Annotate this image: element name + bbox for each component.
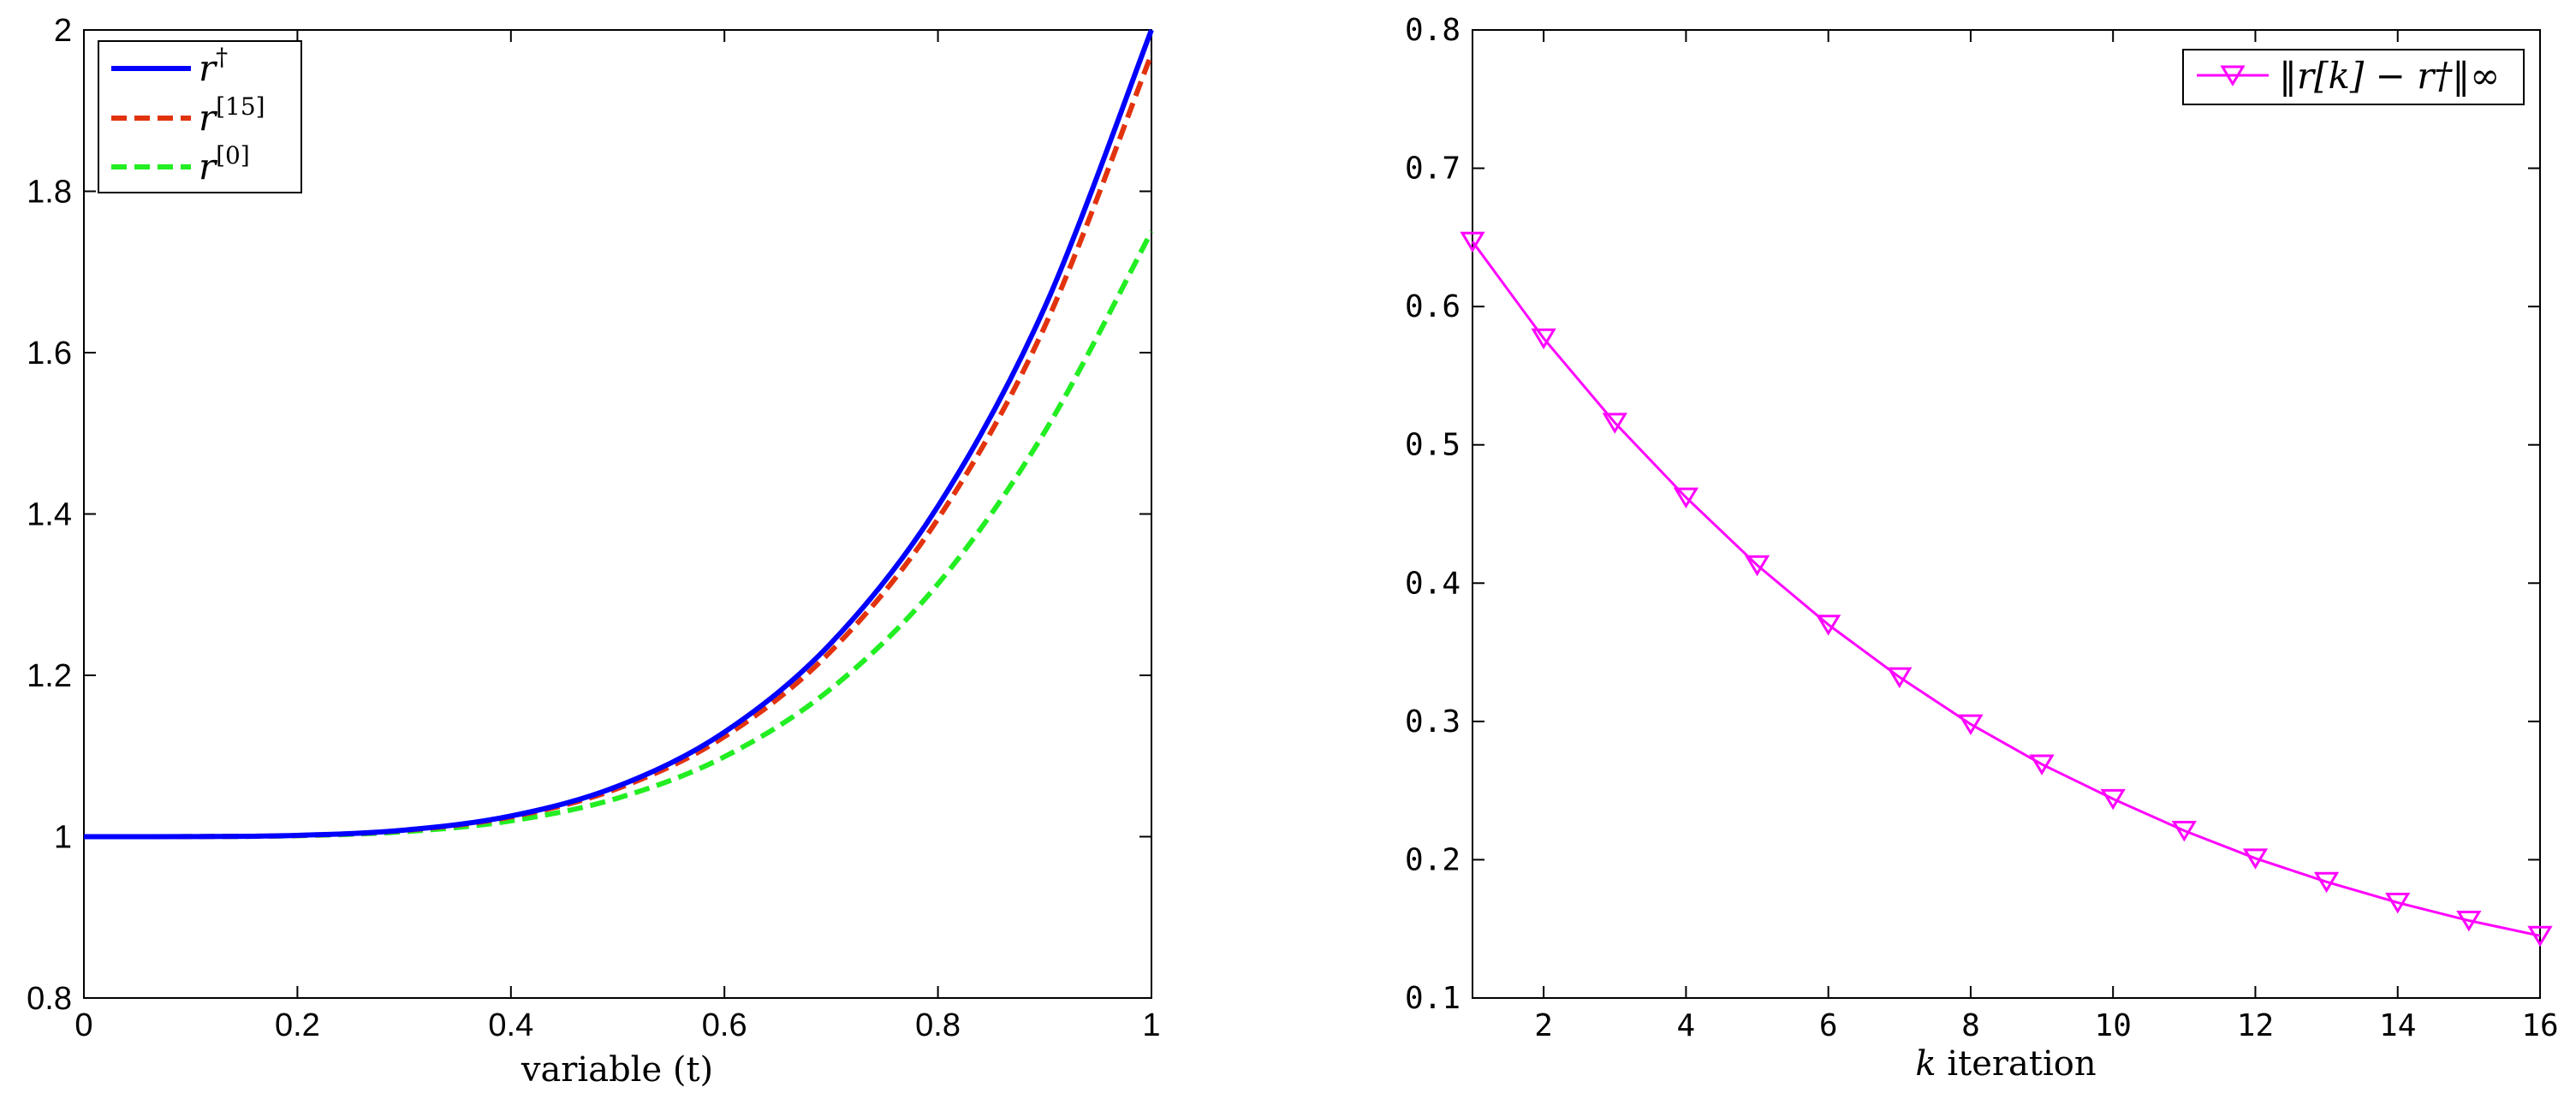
right-y-tick-label: 0.4: [1405, 566, 1461, 601]
right-y-tick-label: 0.2: [1405, 842, 1461, 877]
left-y-tick-label: 1.8: [27, 175, 72, 211]
left-legend: r† r[15] r[0]: [98, 41, 301, 193]
right-x-tick-label: 8: [1961, 1008, 1980, 1043]
left-x-tick-label: 0.2: [275, 1007, 320, 1043]
right-x-tick-label: 6: [1819, 1008, 1838, 1043]
right-x-tick-label: 2: [1534, 1008, 1553, 1043]
left-y-tick-label: 1.4: [27, 497, 72, 533]
left-x-tick-label: 0.8: [915, 1007, 961, 1043]
right-chart: 2 4 6 8 10 12 14 16 0.1 0.2 0.3 0.4 0.5 0.6 0.7 0.8 k i…: [1405, 13, 2559, 1084]
right-y-tick-label: 0.5: [1405, 428, 1461, 463]
left-x-axis-title-text: variable (t): [521, 1050, 713, 1090]
right-y-tick-label: 0.7: [1405, 151, 1461, 187]
right-x-axis-title: k iteration: [1915, 1044, 2096, 1084]
right-legend: ‖r[k] − r†‖∞: [2183, 50, 2524, 104]
left-chart: 0 0.2 0.4 0.6 0.8 1 0.8 1 1.2 1.4 1.6 1.8 2 variable…: [27, 13, 1160, 1090]
left-x-tick-label: 0: [74, 1007, 92, 1043]
left-y-tick-label: 1: [54, 820, 72, 856]
right-x-tick-label: 14: [2379, 1008, 2416, 1043]
right-y-tick-label: 0.3: [1405, 704, 1461, 740]
right-x-tick-label: 4: [1677, 1008, 1696, 1043]
left-y-tick-label: 0.8: [27, 981, 72, 1017]
right-x-tick-label: 16: [2521, 1008, 2558, 1043]
right-series-lines: [1462, 233, 2550, 944]
right-x-tick-label: 10: [2095, 1008, 2132, 1043]
left-x-tick-label: 1: [1142, 1007, 1160, 1043]
left-x-axis-title: variable (t): [521, 1050, 713, 1090]
right-x-tick-label: 12: [2237, 1008, 2274, 1043]
series-line-r-0: [84, 232, 1151, 837]
series-line-error-norm: [1472, 241, 2540, 936]
left-x-tick-label: 0.4: [488, 1007, 533, 1043]
left-y-tick-label: 1.2: [27, 658, 72, 694]
left-y-tick-label: 2: [54, 13, 72, 49]
right-axis-ticks: 2 4 6 8 10 12 14 16 0.1 0.2 0.3 0.4 0.5 0.6 0.7 0.8: [1405, 13, 2559, 1043]
right-y-tick-label: 0.1: [1405, 981, 1461, 1016]
left-x-tick-label: 0.6: [702, 1007, 747, 1043]
right-y-tick-label: 0.8: [1405, 13, 1461, 48]
left-y-tick-label: 1.6: [27, 336, 72, 371]
legend-label-error-norm: ‖r[k] − r†‖∞: [2279, 55, 2500, 97]
right-y-tick-label: 0.6: [1405, 289, 1461, 324]
right-plot-frame: [1472, 30, 2540, 998]
